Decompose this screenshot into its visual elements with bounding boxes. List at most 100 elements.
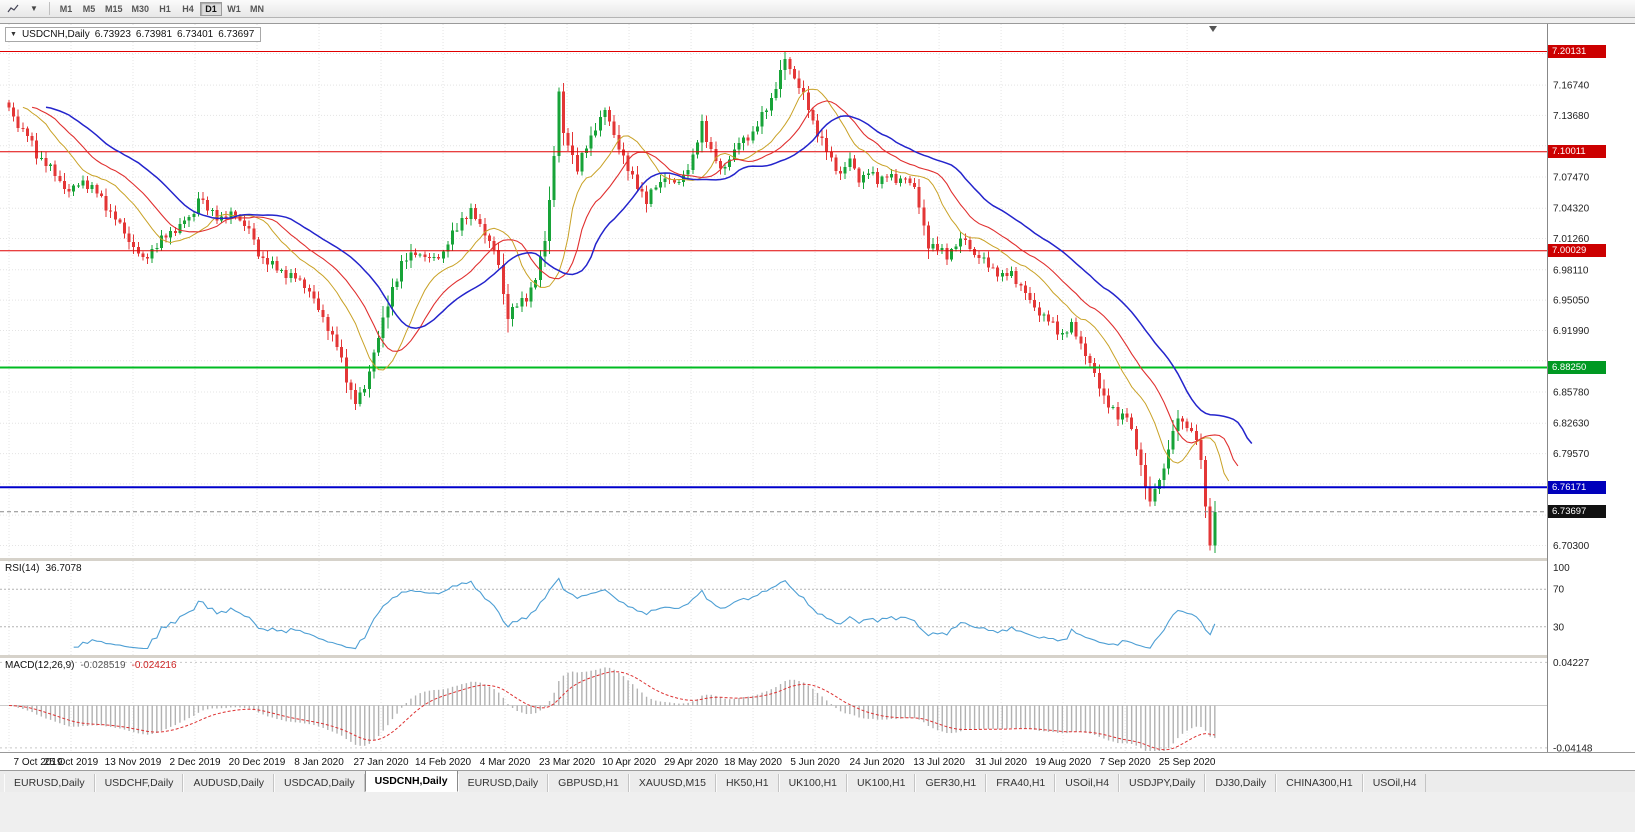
macd-title: MACD(12,26,9) [5, 660, 75, 671]
chart-tab-eurusd-daily[interactable]: EURUSD,Daily [4, 774, 95, 792]
chart-tab-usdcad-daily[interactable]: USDCAD,Daily [274, 774, 365, 792]
svg-text:31 Jul 2020: 31 Jul 2020 [975, 757, 1027, 768]
support-green-badge: 6.88250 [1548, 361, 1606, 375]
svg-text:7.01260: 7.01260 [1553, 234, 1590, 245]
symbol-info-box[interactable]: ▼ USDCNH,Daily 6.73923 6.73981 6.73401 6… [5, 27, 262, 42]
chart-tab-gbpusd-h1[interactable]: GBPUSD,H1 [548, 774, 629, 792]
chart-tab-usoil-h4[interactable]: USOil,H4 [1055, 774, 1120, 792]
timeframe-d1-button[interactable]: D1 [200, 1, 223, 16]
chart-tab-bar: EURUSD,Daily USDCHF,Daily AUDUSD,Daily USDC… [0, 770, 1635, 792]
resistance-lower-badge: 7.00029 [1548, 244, 1606, 258]
chart-tab-dj30-daily[interactable]: DJ30,Daily [1205, 774, 1277, 792]
ohlc-open: 6.73923 [94, 29, 131, 40]
svg-text:5 Jun 2020: 5 Jun 2020 [790, 757, 840, 768]
svg-text:70: 70 [1553, 585, 1565, 596]
svg-text:29 Apr 2020: 29 Apr 2020 [664, 757, 718, 768]
chart-tab-uk100-h1[interactable]: UK100,H1 [778, 774, 848, 792]
timeframe-m30-button[interactable]: M30 [131, 3, 150, 14]
svg-text:6.95050: 6.95050 [1553, 296, 1590, 307]
svg-text:24 Jun 2020: 24 Jun 2020 [850, 757, 905, 768]
svg-text:13 Jul 2020: 13 Jul 2020 [913, 757, 965, 768]
rsi-value: 36.7078 [45, 563, 82, 574]
svg-text:10 Apr 2020: 10 Apr 2020 [602, 757, 656, 768]
svg-text:19 Aug 2020: 19 Aug 2020 [1035, 757, 1092, 768]
svg-text:7.07470: 7.07470 [1553, 172, 1590, 183]
timeframe-m5-button[interactable]: M5 [82, 3, 96, 14]
svg-text:4 Mar 2020: 4 Mar 2020 [480, 757, 531, 768]
svg-text:6.91990: 6.91990 [1553, 326, 1590, 337]
chart-tab-audusd-daily[interactable]: AUDUSD,Daily [183, 774, 275, 792]
timeframe-buttons: M1 M5 M15 M30 H1 H4 D1 W1 MN [55, 1, 268, 16]
resistance-mid-badge: 7.10011 [1548, 145, 1606, 159]
timeframe-toolbar: ▼ M1 M5 M15 M30 H1 H4 D1 W1 MN [0, 0, 1635, 18]
status-strip [0, 792, 1635, 832]
collapse-arrow-icon[interactable]: ▼ [10, 31, 17, 38]
moving-averages-layer [22, 88, 1253, 482]
rsi-layer [0, 577, 1547, 650]
svg-text:6.85780: 6.85780 [1553, 388, 1590, 399]
svg-text:7.04320: 7.04320 [1553, 204, 1590, 215]
window-gap [0, 18, 1635, 24]
svg-text:30: 30 [1553, 622, 1565, 633]
svg-text:7 Oct 2019: 7 Oct 2019 [14, 757, 63, 768]
timeframe-h4-button[interactable]: H4 [182, 3, 194, 14]
chart-tab-usdchf-daily[interactable]: USDCHF,Daily [94, 774, 184, 792]
svg-text:2 Dec 2019: 2 Dec 2019 [169, 757, 221, 768]
svg-text:20 Dec 2019: 20 Dec 2019 [229, 757, 286, 768]
svg-text:14 Feb 2020: 14 Feb 2020 [415, 757, 472, 768]
candles-layer [7, 51, 1217, 553]
chart-shift-marker-icon[interactable] [1209, 26, 1217, 32]
chart-tab-eurusd-daily[interactable]: EURUSD,Daily [457, 774, 549, 792]
ohlc-high: 6.73981 [135, 29, 173, 40]
svg-text:6.79570: 6.79570 [1553, 449, 1590, 460]
svg-text:27 Jan 2020: 27 Jan 2020 [354, 757, 409, 768]
macd-indicator-label: MACD(12,26,9) -0.028519 -0.024216 [5, 660, 177, 671]
chart-tab-fra40-h1[interactable]: FRA40,H1 [986, 774, 1056, 792]
svg-text:100: 100 [1553, 563, 1570, 574]
timeframe-w1-button[interactable]: W1 [227, 3, 241, 14]
svg-text:8 Jan 2020: 8 Jan 2020 [294, 757, 344, 768]
price-levels-layer [0, 50, 1547, 513]
macd-signal-value: -0.024216 [131, 660, 177, 671]
chart-tab-china300-h1[interactable]: CHINA300,H1 [1276, 774, 1363, 792]
timeframe-m1-button[interactable]: M1 [59, 3, 73, 14]
svg-text:7.16740: 7.16740 [1553, 81, 1590, 92]
macd-layer [0, 661, 1547, 751]
rsi-line [73, 577, 1216, 650]
svg-text:23 Mar 2020: 23 Mar 2020 [539, 757, 596, 768]
timeframe-h1-button[interactable]: H1 [159, 3, 171, 14]
svg-text:0.04227: 0.04227 [1553, 658, 1590, 669]
svg-text:25 Sep 2020: 25 Sep 2020 [1159, 757, 1216, 768]
ma-lips-line [22, 88, 1230, 482]
chart-tab-usoil-h4[interactable]: USOil,H4 [1362, 774, 1427, 792]
symbol-title: USDCNH,Daily [21, 29, 90, 40]
chart-tab-ger30-h1[interactable]: GER30,H1 [915, 774, 987, 792]
chart-tab-usdcnh-daily[interactable]: USDCNH,Daily [364, 771, 458, 792]
timeframe-mn-button[interactable]: MN [250, 3, 265, 14]
timeframe-m15-button[interactable]: M15 [105, 3, 123, 14]
rsi-indicator-label: RSI(14) 36.7078 [5, 563, 82, 574]
chart-tab-hk50-h1[interactable]: HK50,H1 [715, 774, 779, 792]
chart-tab-usdjpy-daily[interactable]: USDJPY,Daily [1119, 774, 1206, 792]
svg-text:18 May 2020: 18 May 2020 [724, 757, 782, 768]
support-blue-badge: 6.76171 [1548, 480, 1606, 494]
svg-text:7 Sep 2020: 7 Sep 2020 [1100, 757, 1152, 768]
chart-tab-xauusd-m15[interactable]: XAUUSD,M15 [628, 774, 716, 792]
svg-text:-0.04148: -0.04148 [1553, 743, 1593, 754]
svg-text:6.70300: 6.70300 [1553, 541, 1590, 552]
chart-type-icon[interactable] [3, 1, 23, 16]
ohlc-low: 6.73401 [177, 29, 214, 40]
svg-text:6.82630: 6.82630 [1553, 419, 1590, 430]
macd-main-value: -0.028519 [80, 660, 126, 671]
axis-labels-layer: 7.16740 7.13680 7.07470 7.04320 7.01260 6.981… [14, 81, 1593, 768]
price-chart-canvas[interactable]: 7.16740 7.13680 7.07470 7.04320 7.01260 6.981… [0, 24, 1635, 770]
rsi-title: RSI(14) [5, 563, 40, 574]
chart-tab-uk100-h1[interactable]: UK100,H1 [847, 774, 916, 792]
macd-signal-line [8, 671, 1215, 751]
svg-text:25 Oct 2019: 25 Oct 2019 [44, 757, 99, 768]
dropdown-arrow-icon[interactable]: ▼ [30, 4, 38, 13]
chart-window: 7.16740 7.13680 7.07470 7.04320 7.01260 6.981… [0, 24, 1635, 770]
ma-jaw-line [45, 106, 1253, 444]
svg-text:13 Nov 2019: 13 Nov 2019 [105, 757, 162, 768]
